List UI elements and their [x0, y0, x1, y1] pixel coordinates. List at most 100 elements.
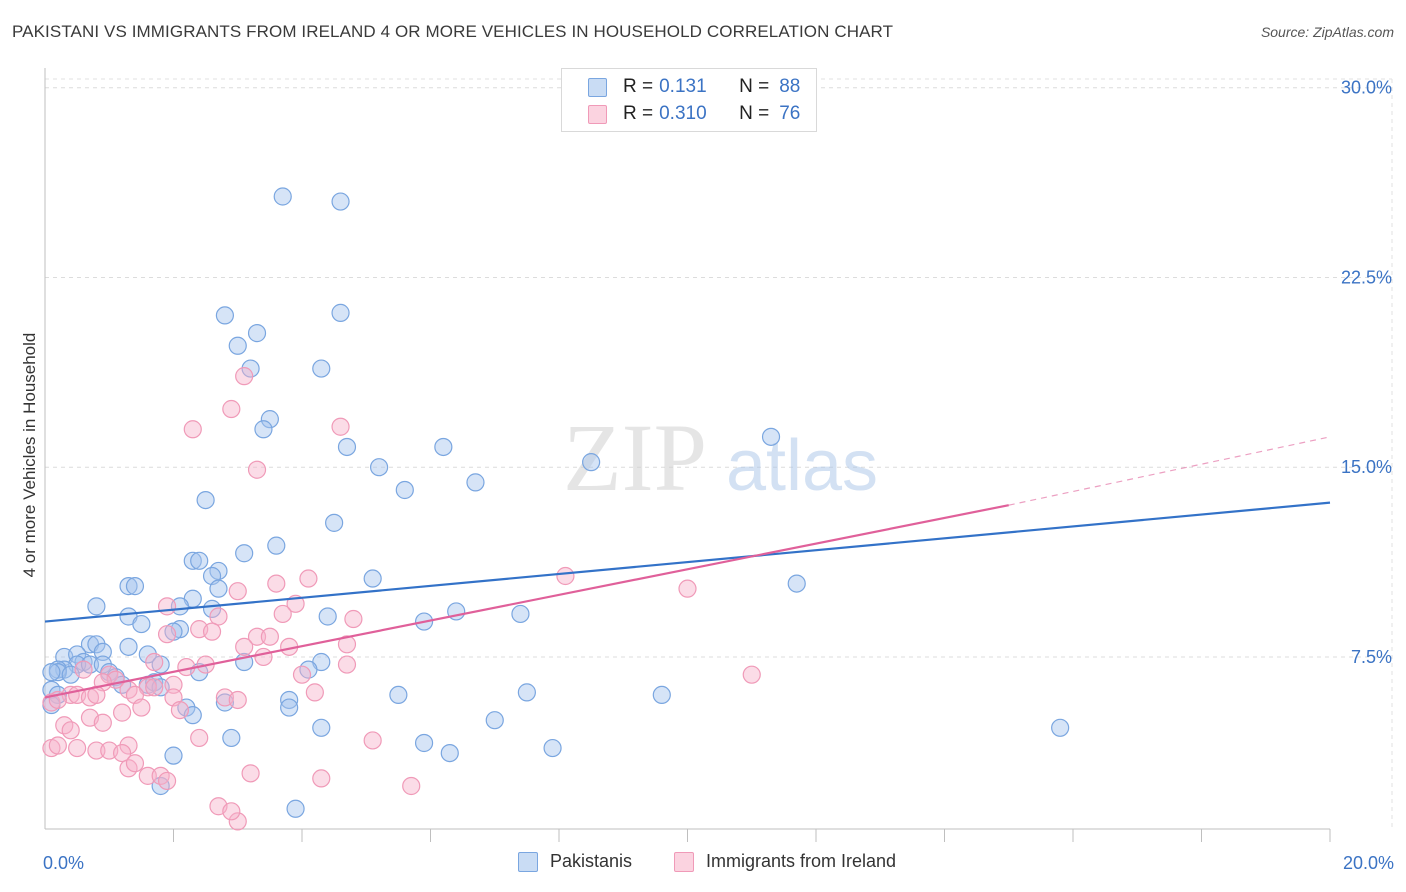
pakistanis-point — [68, 645, 87, 664]
ireland-point — [119, 736, 138, 755]
pakistanis-point — [42, 663, 61, 682]
pakistanis-point — [222, 728, 241, 748]
pakistanis-point — [280, 690, 299, 710]
ireland-point — [305, 683, 324, 702]
ireland-point — [138, 766, 157, 785]
pakistanis-point — [331, 192, 350, 211]
ireland-point — [402, 776, 421, 796]
legend-swatch-ireland — [588, 104, 607, 124]
ireland-point — [742, 665, 761, 684]
ireland-point — [170, 700, 190, 720]
ireland-point — [157, 625, 177, 644]
pakistanis-point — [125, 577, 145, 596]
legend-r-label: R = — [623, 103, 654, 124]
ireland-point — [145, 652, 164, 672]
series-legend: Pakistanis Immigrants from Ireland — [0, 851, 1406, 877]
pakistanis-point — [466, 473, 485, 492]
ireland-point — [112, 703, 132, 722]
ireland-point — [209, 607, 228, 626]
pakistanis-point — [787, 574, 806, 593]
ireland-point — [222, 399, 241, 419]
series-legend-pakistanis: Pakistanis — [518, 851, 632, 872]
pakistanis-point — [337, 437, 357, 457]
pakistanis-point — [132, 614, 151, 634]
watermark-atlas: atlas — [726, 426, 878, 506]
ireland-point — [556, 566, 575, 586]
series-label-ireland: Immigrants from Ireland — [706, 851, 897, 871]
chart-title: PAKISTANI VS IMMIGRANTS FROM IRELAND 4 O… — [12, 22, 894, 41]
ireland-trend-line — [44, 504, 1009, 699]
ireland-point — [331, 417, 350, 436]
pakistanis-point — [190, 551, 209, 570]
pakistanis-point — [312, 718, 331, 737]
pakistanis-point — [241, 359, 260, 378]
legend-r-value: 0.131 — [659, 76, 707, 97]
pakistanis-point — [87, 597, 106, 616]
ireland-point — [183, 420, 202, 439]
pakistanis-point — [434, 437, 453, 457]
ireland-point — [68, 738, 87, 758]
ireland-point — [312, 769, 331, 788]
pakistanis-point — [93, 642, 112, 662]
x-tick-label: 20.0% — [1343, 853, 1394, 873]
watermark-zip: ZIP — [563, 404, 707, 511]
pakistanis-point — [325, 513, 344, 532]
gridlines — [45, 78, 1393, 829]
pakistanis-point — [582, 453, 601, 472]
legend-row-pakistanis: R = 0.131 N = 88 — [588, 75, 800, 99]
ireland-point — [157, 771, 177, 791]
trend-lines — [44, 436, 1331, 699]
pakistanis-point — [280, 698, 299, 717]
pakistanis-point — [286, 799, 305, 818]
legend-n-value: 88 — [779, 76, 801, 97]
pakistanis-point — [652, 685, 671, 705]
pakistanis-point — [389, 685, 408, 705]
pakistanis-point — [183, 551, 202, 570]
ireland-point — [235, 367, 254, 386]
ireland-point — [678, 579, 697, 598]
ireland-point — [228, 582, 247, 601]
ireland-point — [48, 736, 67, 755]
legend-n-value: 76 — [779, 103, 801, 124]
data-points — [42, 187, 1070, 831]
pakistanis-point — [318, 607, 337, 626]
ireland-point — [202, 622, 222, 641]
axes — [44, 68, 1331, 842]
ireland-point — [292, 665, 312, 684]
pakistanis-point — [209, 579, 228, 598]
pakistanis-point — [370, 458, 389, 477]
ireland-point — [222, 802, 241, 821]
pakistanis-point — [267, 536, 286, 555]
legend-r-label: R = — [623, 76, 654, 97]
pakistanis-point — [511, 604, 530, 624]
ireland-point — [145, 678, 164, 697]
series-label-pakistanis: Pakistanis — [550, 851, 633, 871]
pakistanis-point — [363, 569, 382, 588]
x-tick-label: 0.0% — [43, 853, 84, 873]
pakistanis-point — [119, 577, 138, 596]
legend-swatch-pakistanis — [588, 77, 607, 97]
pakistanis-point — [395, 480, 414, 500]
legend-n-label: N = — [739, 76, 770, 97]
ireland-point — [87, 741, 106, 760]
pakistanis-point — [170, 597, 190, 616]
ireland-point — [299, 569, 318, 588]
pakistanis-point — [93, 655, 112, 674]
ireland-trend-extension — [1008, 436, 1331, 506]
ireland-point — [228, 812, 247, 831]
pakistanis-point — [517, 683, 536, 702]
pakistanis-point — [273, 187, 292, 206]
watermark: ZIP atlas — [563, 404, 878, 511]
pakistanis-point — [196, 491, 215, 510]
pakistanis-point — [87, 635, 106, 654]
ireland-point — [241, 764, 260, 783]
legend-n-label: N = — [739, 103, 770, 124]
ireland-point — [267, 574, 286, 593]
pakistanis-point — [260, 410, 279, 429]
pakistanis-trend-line — [44, 501, 1331, 623]
source-label: Source: ZipAtlas.com — [1260, 24, 1394, 40]
ireland-point — [157, 597, 177, 616]
y-tick-label: 22.5% — [1341, 267, 1392, 287]
pakistanis-point — [138, 645, 157, 664]
